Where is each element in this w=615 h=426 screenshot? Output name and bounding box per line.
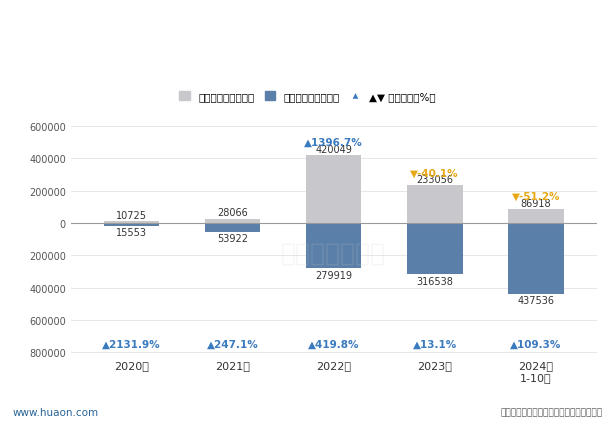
- Text: 86918: 86918: [520, 198, 551, 208]
- Bar: [306, 156, 362, 224]
- Bar: [205, 219, 260, 224]
- Text: 420049: 420049: [315, 144, 352, 154]
- Text: ▼-40.1%: ▼-40.1%: [410, 168, 459, 178]
- Bar: [205, 224, 260, 232]
- Text: ▲1396.7%: ▲1396.7%: [304, 138, 363, 148]
- Bar: [306, 224, 362, 269]
- Text: 专业严谨 ● 客观科学: 专业严谨 ● 客观科学: [533, 15, 603, 25]
- Text: 15553: 15553: [116, 227, 147, 238]
- Text: ▲13.1%: ▲13.1%: [413, 339, 457, 349]
- Bar: [103, 224, 159, 226]
- Text: ▲247.1%: ▲247.1%: [207, 339, 258, 349]
- Text: 316538: 316538: [416, 276, 453, 286]
- Text: ■ 华经情报网: ■ 华经情报网: [12, 15, 60, 25]
- Text: 437536: 437536: [517, 296, 554, 305]
- Text: 233056: 233056: [416, 175, 453, 184]
- Text: 华经产业研究院: 华经产业研究院: [281, 241, 386, 265]
- Text: ▼-51.2%: ▼-51.2%: [512, 192, 560, 201]
- Text: ▲109.3%: ▲109.3%: [510, 339, 561, 349]
- Legend: 出口总额（千美元）, 进口总额（千美元）, ▲▼ 同比增速（%）: 出口总额（千美元）, 进口总额（千美元）, ▲▼ 同比增速（%）: [180, 92, 435, 102]
- Text: www.huaon.com: www.huaon.com: [12, 407, 98, 417]
- Text: ▲419.8%: ▲419.8%: [308, 339, 359, 349]
- Text: 资料来源：中国海关，华经产业研究院整理: 资料来源：中国海关，华经产业研究院整理: [501, 408, 603, 417]
- Bar: [508, 210, 564, 224]
- Text: 53922: 53922: [217, 234, 248, 244]
- Text: 279919: 279919: [315, 270, 352, 280]
- Bar: [407, 224, 462, 275]
- Bar: [407, 186, 462, 224]
- Bar: [103, 222, 159, 224]
- Text: 28066: 28066: [217, 207, 248, 218]
- Text: 2020-2024年10月天府新区成都片区保税物流中心进、出口额: 2020-2024年10月天府新区成都片区保税物流中心进、出口额: [148, 56, 467, 72]
- Text: 10725: 10725: [116, 210, 147, 220]
- Text: ▲2131.9%: ▲2131.9%: [102, 339, 161, 349]
- Bar: [508, 224, 564, 294]
